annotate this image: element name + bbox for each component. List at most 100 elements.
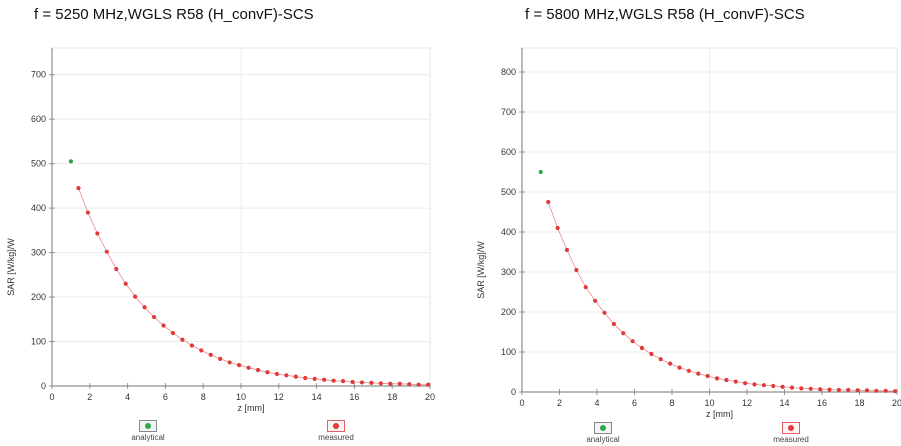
x-tick-label: 8 [669, 398, 674, 408]
measured-point [752, 382, 757, 387]
y-axis-label: SAR [W/kg]/W [476, 241, 486, 299]
x-tick-label: 12 [274, 392, 284, 402]
measured-point [696, 371, 701, 376]
measured-point [564, 247, 570, 253]
measured-point [668, 361, 673, 366]
y-tick-label: 200 [501, 307, 516, 317]
y-tick-label: 0 [511, 387, 516, 397]
legend-label: measured [318, 433, 354, 442]
measured-point [761, 383, 766, 388]
analytical-point [68, 159, 73, 164]
x-tick-label: 14 [779, 398, 789, 408]
measured-point [818, 387, 823, 392]
measured-point [284, 373, 289, 378]
y-tick-label: 400 [31, 203, 46, 213]
y-tick-label: 300 [31, 248, 46, 258]
measured-point [855, 388, 860, 393]
chart-title: f = 5800 MHz,WGLS R58 (H_convF)-SCS [525, 6, 805, 23]
measured-point [416, 382, 421, 387]
y-tick-label: 600 [31, 114, 46, 124]
x-tick-label: 16 [817, 398, 827, 408]
x-tick-label: 4 [594, 398, 599, 408]
measured-point [331, 378, 336, 383]
chart-title: f = 5250 MHz,WGLS R58 (H_convF)-SCS [34, 6, 314, 23]
y-tick-label: 300 [501, 267, 516, 277]
measured-point [602, 310, 607, 315]
measured-point [340, 379, 346, 384]
x-tick-label: 6 [163, 392, 168, 402]
x-tick-label: 0 [519, 398, 524, 408]
measured-point [246, 365, 251, 370]
legend-swatch-analytical [139, 420, 157, 432]
x-tick-label: 6 [632, 398, 637, 408]
measured-point [836, 387, 841, 393]
x-tick-label: 14 [312, 392, 322, 402]
measured-point [426, 382, 431, 387]
measured-point [133, 294, 138, 299]
legend-analytical: analytical [118, 420, 178, 442]
measured-curve [78, 187, 429, 386]
measured-point [686, 368, 691, 373]
chart-5250: f = 5250 MHz,WGLS R58 (H_convF)-SCS 0 100… [0, 0, 450, 446]
measured-point [771, 383, 776, 389]
legend-swatch-analytical [594, 422, 612, 434]
measured-point [274, 371, 280, 377]
x-tick-label: 20 [892, 398, 901, 408]
measured-point [621, 331, 626, 336]
x-tick-label: 18 [387, 392, 397, 402]
measured-point [378, 381, 383, 386]
measured-point [639, 345, 645, 351]
measured-point [555, 225, 560, 231]
legend-measured: measured [306, 420, 366, 442]
measured-point [808, 386, 813, 391]
x-tick-label: 2 [87, 392, 92, 402]
measured-point [265, 370, 270, 375]
measured-point [827, 387, 832, 392]
measured-point [799, 386, 804, 391]
measured-point [85, 210, 91, 215]
y-tick-label: 600 [501, 147, 516, 157]
measured-point [388, 381, 393, 386]
measured-point [705, 373, 710, 379]
measured-point [874, 388, 879, 393]
measured-point [743, 381, 748, 386]
legend-swatch-measured [782, 422, 800, 434]
measured-point [293, 374, 298, 379]
measured-point [95, 231, 100, 236]
x-tick-label: 8 [201, 392, 206, 402]
legend-label: measured [773, 435, 809, 444]
y-tick-label: 400 [501, 227, 516, 237]
measured-point [170, 330, 176, 336]
measured-point [180, 337, 185, 342]
x-tick-label: 10 [236, 392, 246, 402]
measured-point [546, 199, 551, 205]
y-tick-label: 0 [41, 381, 46, 391]
measured-point [846, 387, 851, 393]
x-tick-label: 0 [49, 392, 54, 402]
legend-swatch-measured [327, 420, 345, 432]
measured-point [255, 367, 261, 373]
measured-point [199, 348, 204, 353]
legend-label: analytical [586, 435, 620, 444]
measured-point [322, 377, 327, 382]
measured-point [733, 379, 738, 384]
measured-point [893, 389, 898, 394]
measured-point [350, 379, 355, 385]
measured-point [714, 376, 720, 381]
measured-point [583, 285, 588, 290]
legend-measured: measured [761, 422, 821, 444]
analytical-point [538, 169, 543, 175]
y-tick-label: 700 [501, 107, 516, 117]
measured-point [142, 305, 147, 310]
measured-point [359, 380, 365, 385]
y-tick-label: 100 [31, 337, 46, 347]
measured-point [104, 249, 109, 254]
measured-point [611, 321, 616, 327]
measured-point [407, 382, 412, 387]
measured-point [883, 388, 888, 393]
measured-point [369, 380, 374, 385]
measured-point [151, 314, 157, 320]
measured-point [780, 384, 785, 389]
measured-point [227, 360, 232, 365]
plot-area: 0 100 200 300 400 500 600 700 800 0 2 4 6 8 10 12 14 16 18… [476, 47, 901, 419]
